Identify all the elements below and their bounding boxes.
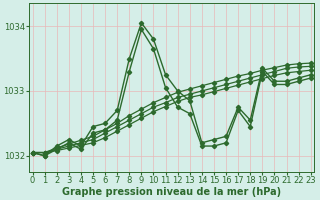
X-axis label: Graphe pression niveau de la mer (hPa): Graphe pression niveau de la mer (hPa) <box>62 187 281 197</box>
